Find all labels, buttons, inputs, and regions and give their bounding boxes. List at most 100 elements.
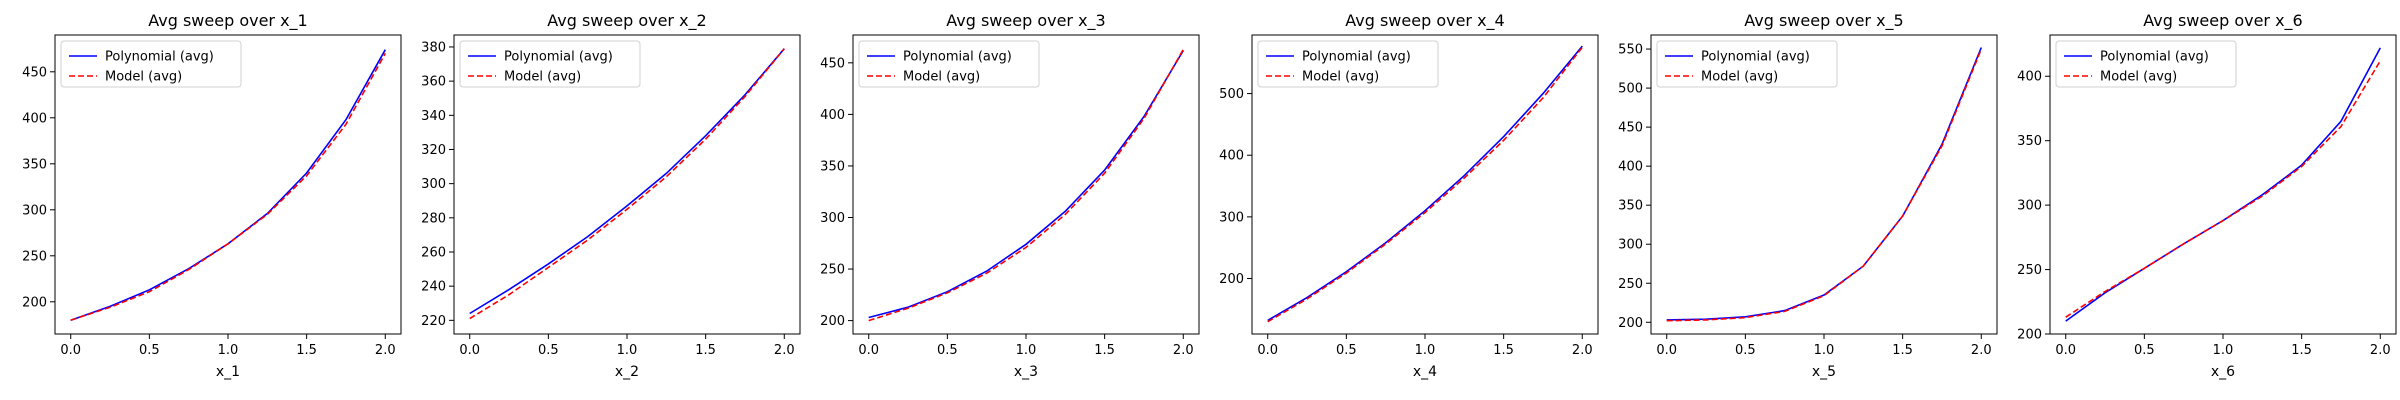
- y-tick-label: 200: [820, 314, 845, 329]
- x-tick-label: 0.5: [2134, 343, 2155, 358]
- model-avg-line: [1666, 48, 1983, 322]
- y-tick-label: 300: [820, 211, 845, 226]
- polynomial-avg-line: [1267, 45, 1583, 322]
- legend-label: Model (avg): [1302, 70, 1379, 85]
- x-tick-label: 2.0: [774, 343, 795, 358]
- polynomial-avg-line: [1666, 47, 1983, 321]
- legend-label: Model (avg): [1701, 70, 1778, 85]
- y-tick-label: 360: [421, 75, 446, 90]
- polynomial-avg-line: [2065, 47, 2382, 322]
- y-tick-label: 250: [820, 263, 845, 278]
- x-tick-label: 0.5: [139, 343, 160, 358]
- polynomial-avg-line: [70, 49, 386, 321]
- subplot-1: 0.0 0.5 1.0 1.5 2.0 200 250 300 350 400 450 Avg swe…: [22, 11, 402, 380]
- subplot-4: 0.0 0.5 1.0 1.5 2.0 200 300 400 500 Avg sweep ove…: [1219, 11, 1599, 380]
- y-tick-label: 350: [2017, 134, 2042, 149]
- x-tick-label: 1.0: [2213, 343, 2234, 358]
- y-tick-label: 380: [421, 40, 446, 55]
- y-tick-label: 500: [1219, 87, 1244, 102]
- y-tick-label: 400: [2017, 70, 2042, 85]
- x-tick-label: 2.0: [1173, 343, 1194, 358]
- y-tick-label: 320: [421, 143, 446, 158]
- model-avg-line: [868, 49, 1184, 322]
- y-tick-label: 400: [1618, 160, 1643, 175]
- x-tick-label: 1.0: [218, 343, 239, 358]
- legend: Polynomial (avg) Model (avg): [60, 40, 242, 88]
- y-tick-label: 350: [22, 157, 47, 172]
- y-tick-label: 200: [1219, 272, 1244, 287]
- y-tick-label: 200: [2017, 328, 2042, 343]
- x-tick-label: 2.0: [375, 343, 396, 358]
- y-tick-label: 340: [421, 109, 446, 124]
- legend-label: Polynomial (avg): [504, 50, 613, 65]
- x-tick-label: 1.5: [695, 343, 716, 358]
- chart-title: Avg sweep over x_6: [2143, 11, 2302, 31]
- legend-box: [858, 40, 1040, 88]
- x-tick-label: 0.0: [1257, 343, 1278, 358]
- legend: Polynomial (avg) Model (avg): [2055, 40, 2237, 88]
- y-tick-label: 250: [22, 249, 47, 264]
- legend-label: Polynomial (avg): [1302, 50, 1411, 65]
- chart-title: Avg sweep over x_3: [946, 11, 1105, 31]
- subplot-3: 0.0 0.5 1.0 1.5 2.0 200 250 300 350 400 450 Avg swe…: [820, 11, 1200, 380]
- y-tick-label: 550: [1618, 43, 1643, 58]
- y-tick-label: 220: [421, 314, 446, 329]
- polynomial-avg-line: [868, 50, 1184, 319]
- y-tick-label: 450: [1618, 121, 1643, 136]
- x-axis-label: x_2: [615, 364, 639, 380]
- chart-title: Avg sweep over x_5: [1744, 11, 1903, 31]
- y-tick-label: 250: [2017, 263, 2042, 278]
- legend-box: [2055, 40, 2237, 88]
- y-tick-label: 300: [22, 203, 47, 218]
- legend-label: Polynomial (avg): [1701, 50, 1810, 65]
- legend-label: Model (avg): [105, 70, 182, 85]
- legend-label: Polynomial (avg): [105, 50, 214, 65]
- chart-title: Avg sweep over x_4: [1345, 11, 1504, 31]
- legend: Polynomial (avg) Model (avg): [1257, 40, 1439, 88]
- subplot-5: 0.0 0.5 1.0 1.5 2.0 200 250 300 350 400 450 500 550 A…: [1618, 11, 1998, 380]
- legend-label: Model (avg): [504, 70, 581, 85]
- legend-box: [1257, 40, 1439, 88]
- x-tick-label: 0.5: [1735, 343, 1756, 358]
- polynomial-avg-line: [469, 48, 785, 315]
- y-tick-label: 250: [1618, 277, 1643, 292]
- model-avg-line: [70, 53, 386, 321]
- model-avg-line: [2065, 60, 2381, 318]
- y-tick-label: 300: [1618, 238, 1643, 253]
- legend-box: [1656, 40, 1838, 88]
- x-tick-label: 0.5: [1336, 343, 1357, 358]
- y-tick-label: 280: [421, 211, 446, 226]
- subplot-6: 0.0 0.5 1.0 1.5 2.0 200 250 300 350 400 Avg sweep …: [2017, 11, 2397, 380]
- y-tick-label: 200: [1618, 316, 1643, 331]
- x-tick-label: 1.0: [1016, 343, 1037, 358]
- x-tick-label: 0.5: [538, 343, 559, 358]
- x-tick-label: 1.0: [617, 343, 638, 358]
- x-tick-label: 2.0: [1572, 343, 1593, 358]
- x-tick-label: 0.0: [1656, 343, 1677, 358]
- y-tick-label: 200: [22, 295, 47, 310]
- legend: Polynomial (avg) Model (avg): [459, 40, 641, 88]
- y-tick-label: 500: [1618, 82, 1643, 97]
- x-tick-label: 0.0: [459, 343, 480, 358]
- subplot-2: 0.0 0.5 1.0 1.5 2.0 220 240 260 280 300 320 340 360 3…: [421, 11, 801, 380]
- x-axis-label: x_6: [2211, 364, 2235, 380]
- x-tick-label: 1.0: [1814, 343, 1835, 358]
- y-tick-label: 350: [1618, 199, 1643, 214]
- legend-label: Model (avg): [903, 70, 980, 85]
- x-tick-label: 0.0: [60, 343, 81, 358]
- y-tick-label: 350: [820, 159, 845, 174]
- y-tick-label: 400: [1219, 149, 1244, 164]
- y-tick-label: 260: [421, 245, 446, 260]
- x-tick-label: 0.5: [937, 343, 958, 358]
- legend-label: Polynomial (avg): [2100, 50, 2209, 65]
- x-axis-label: x_4: [1413, 364, 1437, 380]
- x-tick-label: 0.0: [2055, 343, 2076, 358]
- x-axis-label: x_3: [1014, 364, 1038, 380]
- legend-label: Model (avg): [2100, 70, 2177, 85]
- x-tick-label: 1.0: [1415, 343, 1436, 358]
- legend: Polynomial (avg) Model (avg): [858, 40, 1040, 88]
- y-tick-label: 400: [22, 111, 47, 126]
- x-tick-label: 1.5: [1892, 343, 1913, 358]
- y-tick-label: 240: [421, 280, 446, 295]
